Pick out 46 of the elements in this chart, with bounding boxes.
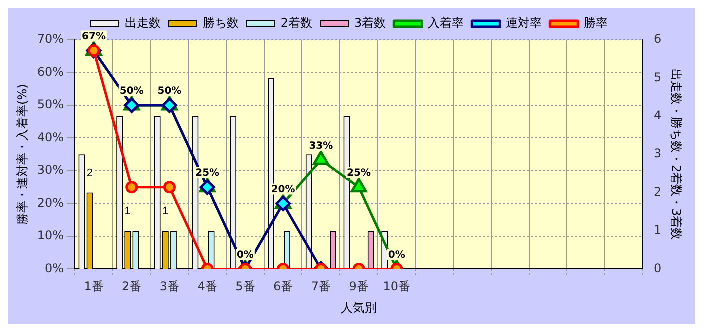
data-label: 25% bbox=[347, 168, 371, 179]
y2-tick-label: 2 bbox=[654, 184, 662, 199]
y2-tick-label: 6 bbox=[654, 32, 662, 46]
x-tick-label: 5番 bbox=[236, 280, 256, 294]
x-tick-label: 3番 bbox=[160, 280, 180, 294]
y2-tick-label: 1 bbox=[654, 223, 662, 238]
y-tick-label: 50% bbox=[37, 98, 64, 112]
x-tick-label: 9番 bbox=[349, 280, 369, 294]
x-tick-label: 1番 bbox=[84, 280, 104, 294]
y2-tick-label: 4 bbox=[654, 108, 662, 123]
data-label: 0% bbox=[388, 250, 406, 261]
y-tick-label: 30% bbox=[37, 163, 64, 178]
y2-tick-label: 0 bbox=[654, 261, 662, 276]
legend-label: 勝率 bbox=[584, 16, 608, 30]
x-tick-label: 4番 bbox=[198, 280, 218, 294]
data-label: 67% bbox=[82, 31, 106, 42]
data-label: 2 bbox=[86, 167, 94, 180]
legend-label: 連対率 bbox=[506, 16, 542, 30]
y-tick-label: 60% bbox=[37, 64, 64, 79]
data-label: 33% bbox=[309, 140, 334, 152]
data-label: 50% bbox=[120, 86, 144, 98]
data-label: 50% bbox=[158, 86, 182, 98]
legend-label: 2着数 bbox=[280, 16, 313, 30]
data-label: 1 bbox=[162, 206, 169, 218]
x-axis-title: 人気別 bbox=[341, 300, 378, 315]
x-tick-label: 10番 bbox=[383, 280, 411, 294]
x-tick-label: 7番 bbox=[311, 280, 331, 294]
y-tick-label: 70% bbox=[37, 32, 64, 46]
legend-label: 勝ち数 bbox=[202, 16, 239, 30]
y2-tick-label: 3 bbox=[654, 146, 662, 161]
y-tick-label: 40% bbox=[37, 130, 64, 144]
data-label: 20% bbox=[271, 184, 296, 196]
y-tick-label: 20% bbox=[37, 196, 64, 210]
x-tick-label: 6番 bbox=[273, 280, 294, 294]
legend-label: 3着数 bbox=[354, 16, 386, 30]
legend-label: 入着率 bbox=[428, 16, 464, 30]
legend-label: 出走数 bbox=[124, 16, 161, 30]
x-tick-label: 2番 bbox=[122, 280, 142, 294]
y2-tick-label: 5 bbox=[654, 70, 662, 84]
data-label: 1 bbox=[124, 206, 131, 218]
data-label: 0% bbox=[236, 250, 254, 261]
data-label: 25% bbox=[196, 168, 220, 179]
y-tick-label: 10% bbox=[37, 228, 64, 243]
y2-axis-title: 出走数・勝ち数・2着数・3着数 bbox=[670, 68, 684, 240]
y-axis-title: 勝率・連対率・入着率(%) bbox=[15, 84, 30, 225]
y-tick-label: 0% bbox=[45, 261, 64, 276]
